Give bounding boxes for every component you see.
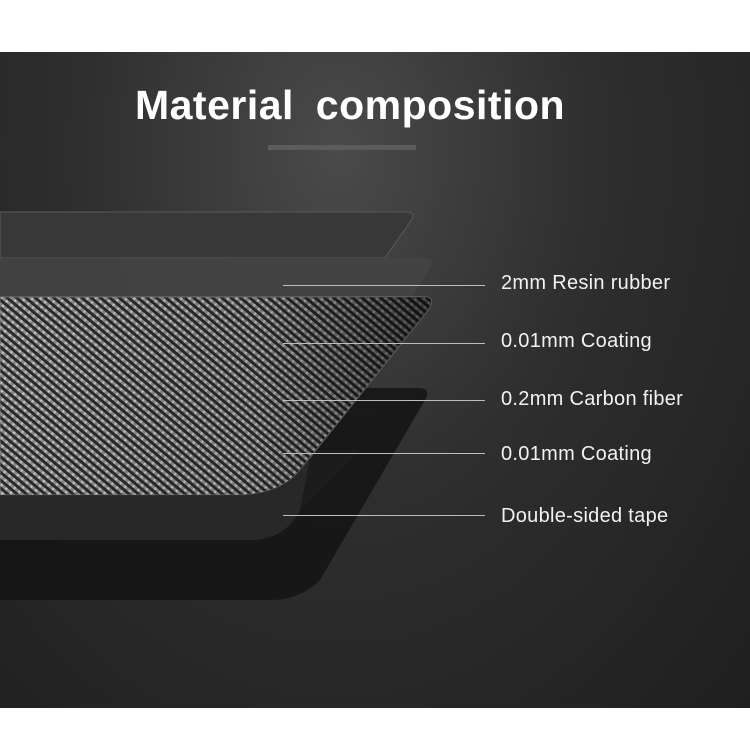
page-title: Material composition [134, 82, 566, 128]
layer-label-coating-bottom: 0.01mm Coating [501, 443, 652, 465]
title-underline [268, 145, 416, 150]
layer-label-double-sided-tape: Double-sided tape [501, 505, 669, 527]
carbon-fiber-shade [0, 297, 432, 495]
bottom-coating-layer [0, 458, 310, 540]
leader-line [283, 343, 485, 344]
leader-line [283, 453, 485, 454]
layer-label-resin-rubber: 2mm Resin rubber [501, 272, 671, 294]
coating-layer [0, 258, 433, 297]
leader-line [283, 285, 485, 286]
resin-rubber-top-layer [0, 211, 414, 259]
layer-label-carbon-fiber: 0.2mm Carbon fiber [501, 388, 684, 410]
leader-line [283, 515, 485, 516]
layer-label-coating-top: 0.01mm Coating [501, 330, 652, 352]
leader-line [283, 400, 485, 401]
